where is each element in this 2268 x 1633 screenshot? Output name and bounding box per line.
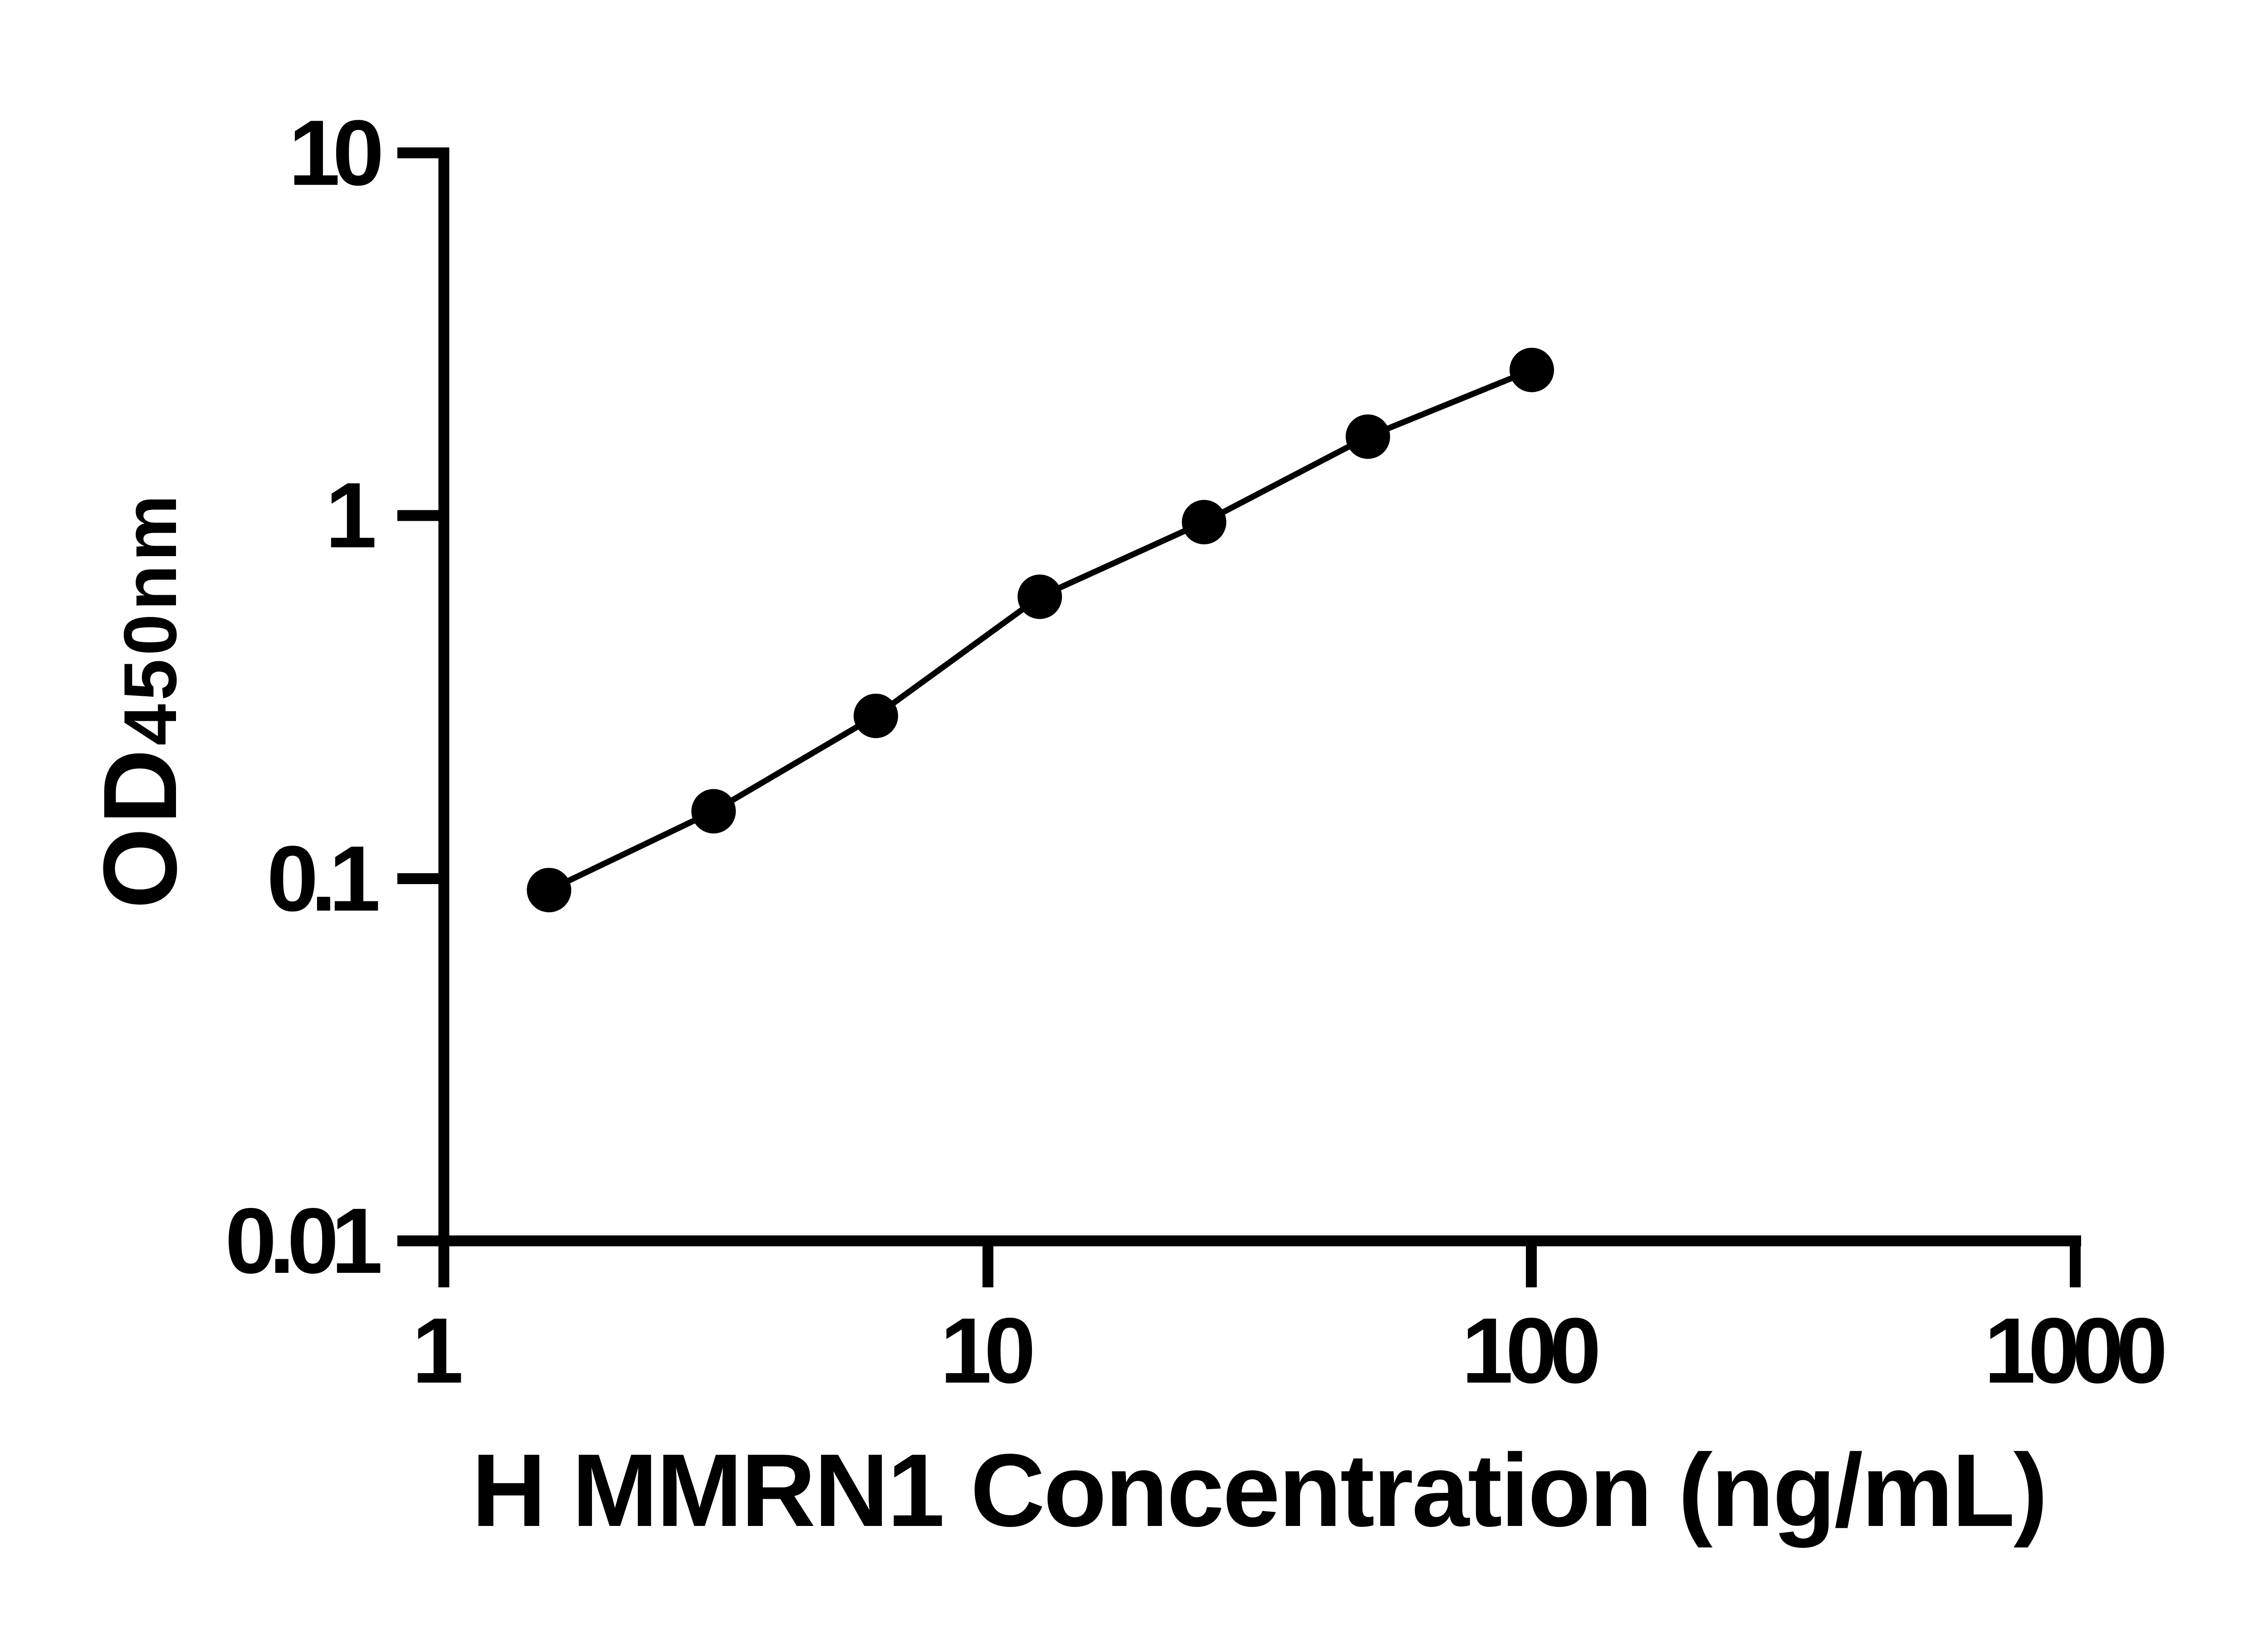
svg-text:1000: 1000 xyxy=(1984,1299,2164,1403)
svg-text:1: 1 xyxy=(325,464,375,567)
svg-text:100: 100 xyxy=(1461,1299,1598,1403)
svg-text:1: 1 xyxy=(412,1299,461,1403)
svg-text:0.1: 0.1 xyxy=(267,827,378,931)
svg-text:H MMRN1 Concentration (ng/mL): H MMRN1 Concentration (ng/mL) xyxy=(472,1433,2047,1548)
svg-text:OD450nm: OD450nm xyxy=(82,491,198,909)
svg-text:0.01: 0.01 xyxy=(225,1189,381,1293)
svg-text:10: 10 xyxy=(288,101,381,205)
svg-text:10: 10 xyxy=(940,1299,1032,1403)
